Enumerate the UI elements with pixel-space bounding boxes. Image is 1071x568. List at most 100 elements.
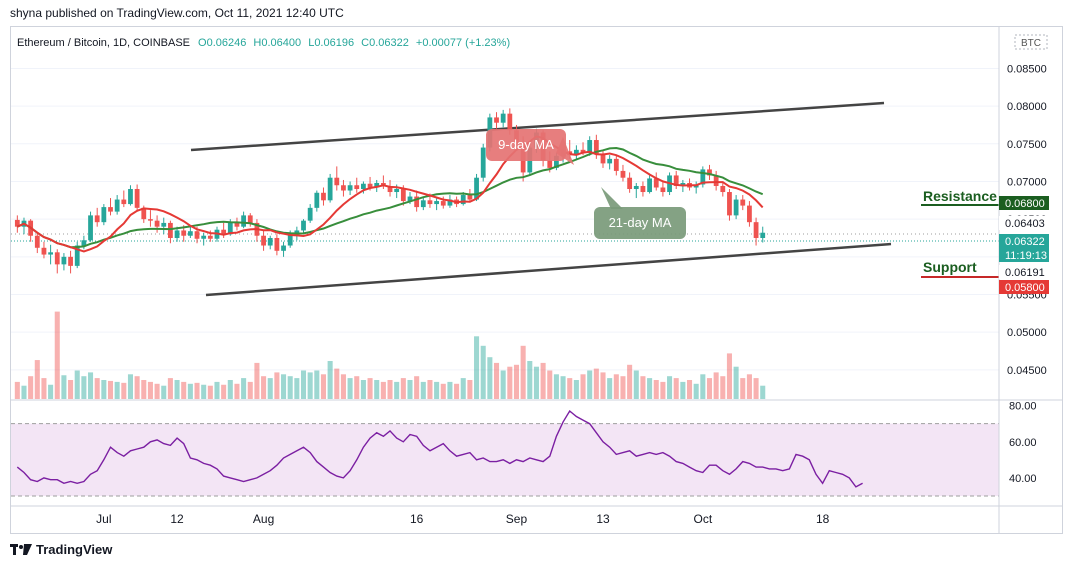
- volume-bar: [354, 376, 360, 399]
- candle-body: [400, 189, 406, 202]
- candle-body: [727, 192, 732, 216]
- publisher-line: shyna published on TradingView.com, Oct …: [10, 6, 344, 20]
- candle-body: [194, 231, 200, 239]
- candle-body: [234, 222, 240, 227]
- time-tick-label: Oct: [693, 512, 712, 526]
- volume-bar: [633, 370, 639, 399]
- candle-body: [68, 256, 73, 266]
- candle-body: [207, 235, 213, 239]
- candle-body: [54, 252, 60, 265]
- volume-bar: [181, 381, 187, 399]
- candle-body: [480, 147, 486, 178]
- candle-body: [94, 215, 100, 223]
- candle-body: [201, 235, 207, 239]
- volume-layer: [14, 311, 766, 399]
- candle-body: [680, 182, 686, 186]
- candle-body: [414, 196, 420, 208]
- volume-bar: [74, 370, 80, 399]
- candle-body: [747, 205, 752, 223]
- volume-bar: [540, 362, 546, 399]
- candle-body: [227, 222, 233, 235]
- candle-body: [174, 230, 180, 238]
- volume-bar: [414, 376, 420, 399]
- volume-bar: [454, 383, 460, 399]
- candle-body: [168, 222, 173, 238]
- candle-body: [707, 169, 712, 176]
- volume-bar: [620, 376, 626, 399]
- price-tick-label: 0.07000: [1007, 176, 1047, 188]
- ma21-callout-text: 21-day MA: [609, 215, 672, 230]
- volume-bar: [227, 380, 233, 399]
- price-label-resistance: 0.06800: [1005, 198, 1045, 210]
- rsi-axis: 40.00 60.00 80.00: [1009, 401, 1037, 485]
- volume-bar: [713, 372, 719, 399]
- volume-bar: [527, 361, 533, 399]
- candle-body: [640, 185, 646, 193]
- candle-body: [374, 182, 380, 188]
- candle-body: [367, 183, 373, 188]
- time-tick-label: Aug: [253, 512, 274, 526]
- candle-body: [673, 175, 679, 186]
- resistance-label: Resistance: [923, 188, 997, 204]
- volume-bar: [234, 383, 240, 399]
- currency-label: BTC: [1021, 38, 1041, 49]
- volume-bar: [567, 378, 573, 399]
- volume-bar: [167, 378, 173, 399]
- price-tick-label: 0.08000: [1007, 101, 1047, 113]
- volume-bar: [467, 380, 473, 399]
- candle-layer: [14, 108, 766, 274]
- price-label-box: [999, 248, 1049, 262]
- candle-body: [241, 215, 247, 227]
- candle-body: [161, 222, 167, 227]
- volume-bar: [447, 381, 453, 399]
- candle-body: [613, 158, 619, 171]
- candle-body: [467, 195, 473, 200]
- candle-body: [627, 177, 633, 190]
- volume-bar: [281, 374, 287, 399]
- symbol-label: Ethereum / Bitcoin, 1D, COINBASE: [17, 37, 190, 49]
- volume-bar: [660, 381, 666, 399]
- volume-bar: [507, 366, 513, 399]
- volume-bar: [547, 370, 553, 399]
- candle-body: [114, 199, 120, 212]
- currency-badge[interactable]: BTC: [1014, 34, 1048, 50]
- candle-body: [181, 230, 187, 236]
- price-tick-label: 0.07500: [1007, 139, 1047, 151]
- candle-body: [440, 201, 446, 206]
- volume-bar: [420, 381, 426, 399]
- candle-body: [460, 195, 466, 205]
- candle-body: [354, 185, 360, 190]
- rsi-band: [11, 423, 999, 496]
- volume-bar: [500, 370, 506, 399]
- candle-body: [573, 149, 579, 156]
- volume-bar: [720, 376, 726, 399]
- footer[interactable]: TradingView: [10, 542, 112, 557]
- ma9-line: [16, 135, 764, 253]
- candle-body: [700, 169, 706, 185]
- volume-bar: [613, 374, 619, 399]
- candle-body: [494, 117, 499, 123]
- candle-body: [61, 256, 67, 265]
- volume-bar: [201, 384, 207, 399]
- candle-body: [593, 140, 599, 155]
- volume-bar: [14, 381, 20, 399]
- volume-bar: [686, 380, 693, 399]
- volume-bar: [600, 372, 606, 399]
- volume-bar: [427, 380, 433, 399]
- time-axis[interactable]: Jul 12 Aug 16 Sep 13 Oct 18: [96, 512, 829, 526]
- candle-body: [274, 237, 280, 251]
- volume-bar: [627, 364, 633, 399]
- candle-body: [387, 185, 393, 193]
- candle-body: [321, 192, 326, 201]
- candle-body: [580, 149, 586, 153]
- volume-bar: [580, 374, 586, 399]
- volume-bar: [367, 378, 373, 399]
- volume-bar: [607, 378, 613, 399]
- volume-bar: [407, 380, 413, 399]
- candle-body: [287, 234, 293, 246]
- candle-body: [154, 220, 160, 227]
- candle-body: [307, 207, 313, 221]
- ohlc-readout: O0.06246 H0.06400 L0.06196 C0.06322 +0.0…: [198, 37, 510, 49]
- volume-bar: [706, 378, 713, 399]
- candle-body: [447, 199, 453, 206]
